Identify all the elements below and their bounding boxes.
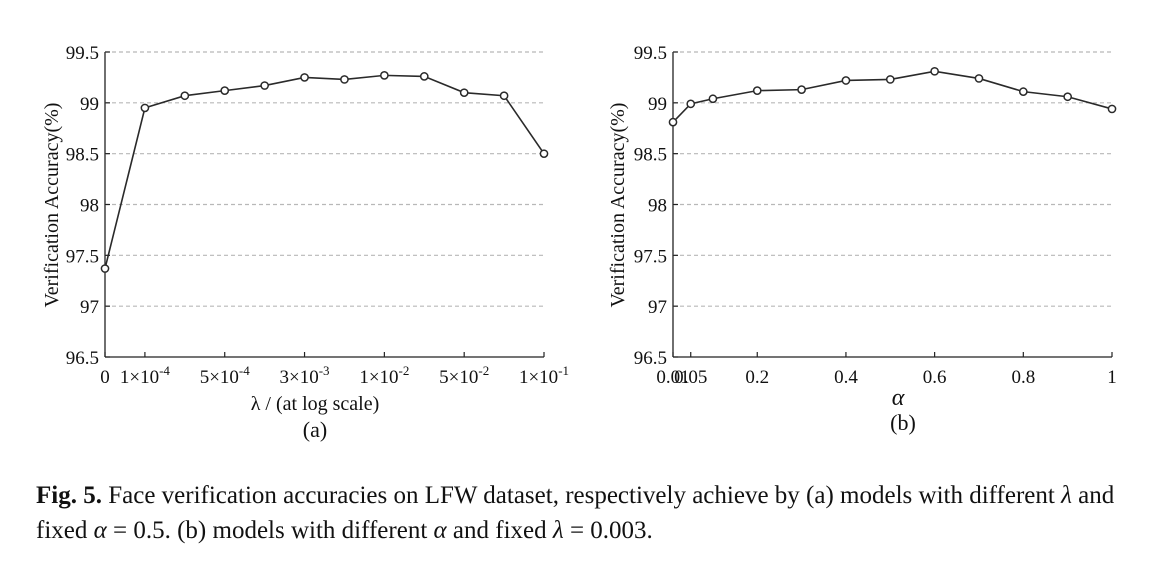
y-axis-label: Verification Accuracy(%) — [607, 103, 629, 308]
data-point — [752, 86, 762, 95]
chart-panel-a: 96.5 97 97.5 98 98.5 99 99.5 0 1×10-4 5×10-4 3×10-… — [41, 43, 569, 442]
x-tick-label: 0.6 — [923, 367, 947, 388]
data-point — [974, 74, 984, 83]
caption-lambda-2: λ — [552, 517, 564, 544]
data-point — [686, 99, 696, 109]
x-tick-label: 1×10-4 — [120, 363, 171, 388]
x-tick-label: 0.05 — [674, 367, 707, 388]
caption-text-1: Face verification accuracies on LFW data… — [101, 482, 1062, 509]
y-tick-label: 99 — [648, 94, 667, 115]
data-point — [1018, 87, 1028, 97]
y-tick-label: 98.5 — [634, 145, 667, 166]
y-axis-label: Verification Accuracy(%) — [41, 103, 63, 308]
x-tick-label: 1×10-2 — [359, 363, 409, 388]
data-point — [180, 91, 190, 101]
y-tick-label: 97 — [648, 297, 667, 318]
y-tick-label: 99.5 — [66, 43, 99, 64]
data-point — [419, 72, 429, 81]
data-point — [499, 91, 509, 101]
data-point — [1107, 104, 1117, 114]
caption-alpha-2: α — [433, 517, 447, 544]
y-tick-label: 97 — [80, 297, 99, 318]
data-point — [260, 81, 269, 90]
caption-text-2: and fixed — [36, 482, 1115, 544]
x-tick-label: 0.8 — [1011, 367, 1035, 388]
data-point — [300, 73, 309, 82]
caption-label: Fig. 5. — [36, 482, 102, 509]
caption-text-4: and fixed — [446, 517, 553, 544]
x-tick-label: 3×10-3 — [280, 363, 330, 388]
y-tick-label: 98.5 — [66, 145, 99, 166]
data-point — [140, 103, 150, 113]
figure-caption: Fig. 5. Face verification accuracies on … — [36, 478, 1136, 548]
x-axis-label: α — [892, 385, 905, 411]
data-point — [930, 66, 939, 76]
data-point — [708, 94, 718, 104]
x-tick-label: 5×10-4 — [200, 363, 251, 388]
y-tick-label: 99 — [80, 94, 99, 115]
data-point — [100, 264, 110, 273]
series-line — [104, 74, 545, 269]
caption-text-3: = 0.5. (b) models with different — [106, 517, 434, 544]
y-tick-label: 96.5 — [66, 348, 99, 369]
caption-text-5: = 0.003. — [563, 517, 653, 544]
x-tick-label: 0.01 — [656, 367, 689, 388]
panel-label: (a) — [303, 417, 327, 442]
data-point — [797, 85, 806, 94]
y-tick-label: 96.5 — [634, 348, 667, 369]
x-tick-label: 5×10-2 — [439, 363, 489, 388]
chart-panel-b: 96.5 97 97.5 98 98.5 99 99.5 0.010.05 0.2 0.4 0.6 0… — [607, 43, 1117, 435]
y-tick-label: 97.5 — [634, 246, 667, 267]
data-point — [885, 75, 895, 84]
x-tick-label: 1 — [1107, 367, 1117, 388]
data-point — [380, 71, 389, 80]
caption-alpha: α — [93, 517, 107, 544]
data-point — [668, 117, 678, 127]
x-tick-label: 0.2 — [745, 367, 769, 388]
data-point — [1063, 92, 1073, 102]
x-axis-label: λ / (at log scale) — [251, 393, 380, 415]
panel-label: (b) — [890, 410, 916, 435]
data-point — [841, 76, 851, 85]
y-tick-label: 98 — [80, 196, 99, 217]
x-tick-label: 0 — [100, 367, 110, 388]
data-point — [340, 75, 349, 84]
y-tick-label: 99.5 — [634, 43, 667, 64]
x-tick-label: 0.4 — [834, 367, 858, 388]
caption-lambda: λ — [1061, 482, 1072, 509]
x-tick-label: 1×10-1 — [519, 363, 569, 388]
data-point — [459, 88, 469, 98]
data-point — [220, 86, 230, 95]
data-point — [539, 149, 549, 159]
y-tick-label: 97.5 — [66, 246, 99, 267]
figure-charts: 96.5 97 97.5 98 98.5 99 99.5 0 1×10-4 5×10-4 3×10-… — [41, 43, 1117, 442]
y-tick-label: 98 — [648, 196, 667, 217]
